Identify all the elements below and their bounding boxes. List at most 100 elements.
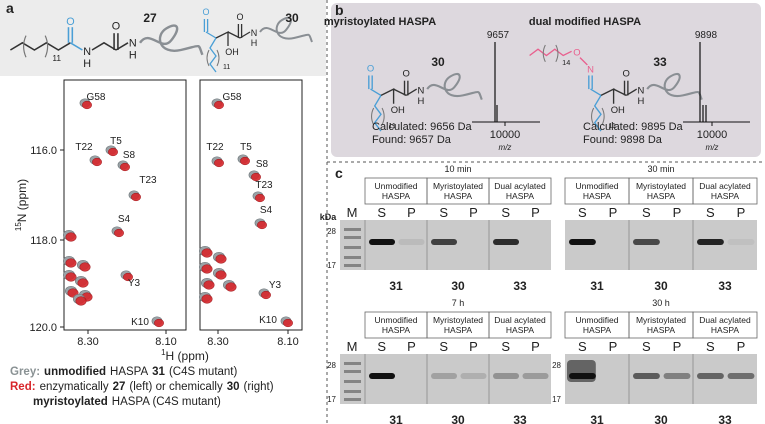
peak-label: T22 — [75, 142, 93, 153]
legend-segment: 27 — [113, 381, 126, 393]
bond — [69, 42, 83, 51]
atom-label: OH — [225, 47, 239, 57]
repeat-bracket — [23, 35, 27, 58]
peak-label: T23 — [139, 175, 157, 186]
fraction-label: S — [706, 339, 715, 354]
legend-segment: (right) — [244, 381, 274, 393]
protein-band — [369, 373, 396, 379]
group-header-box — [488, 177, 552, 205]
x-tick-label: 8.10 — [277, 336, 298, 348]
legend-segment: HASPA (C4S mutant) — [112, 396, 221, 408]
atom-label: H — [129, 49, 137, 61]
peak-label: K10 — [259, 315, 277, 326]
peak-label: Y3 — [128, 278, 141, 289]
protein-band — [398, 239, 425, 245]
atom-label: O — [202, 7, 209, 17]
time-label: 30 h — [652, 298, 670, 308]
atom-label: OH — [391, 105, 405, 116]
time-label: 10 min — [444, 164, 471, 174]
ms-tick-label: 10000 — [490, 129, 521, 141]
time-label: 7 h — [452, 298, 465, 308]
fraction-label: S — [706, 205, 715, 220]
protein-band — [663, 373, 691, 379]
protein-band — [633, 373, 660, 379]
y-tick-label: 120.0 — [29, 322, 57, 334]
peak-label: S4 — [118, 214, 131, 225]
found-mass: Found: 9657 Da — [372, 134, 452, 146]
compound-number: 27 — [143, 11, 157, 25]
spectrum-title: myristoylated HASPA — [324, 16, 436, 28]
group-label: Myristoylated — [433, 315, 483, 325]
protein-band — [431, 373, 458, 379]
atom-label: N — [637, 85, 644, 96]
fraction-label: P — [407, 339, 416, 354]
legend-segment: myristoylated — [33, 396, 108, 408]
compound-number: 31 — [389, 279, 403, 293]
marker-band — [344, 256, 361, 259]
ms-axis-label: m/z — [706, 143, 719, 152]
nmr-spectrum-box — [63, 79, 187, 331]
marker-lane-label: M — [347, 205, 358, 220]
calculated-mass: Calculated: 9895 Da — [583, 121, 684, 133]
group-label: Dual acylated — [494, 315, 546, 325]
atom-label: O — [236, 12, 243, 22]
bond — [590, 88, 602, 96]
peak-label: T23 — [255, 180, 273, 191]
repeat-bracket — [381, 107, 385, 126]
group-label: Unmodified — [576, 315, 619, 325]
fraction-label: P — [407, 205, 416, 220]
nmr-peak-red — [108, 147, 118, 157]
nmr-peak-red — [240, 156, 250, 166]
atom-label: N — [587, 64, 594, 75]
ms-peak-label: 9898 — [695, 30, 718, 41]
panel-b-background — [331, 3, 761, 157]
legend-segment: 31 — [152, 366, 165, 378]
peak-label: S8 — [123, 150, 136, 161]
repeat-bracket — [206, 49, 210, 67]
peak-label: S4 — [260, 205, 273, 216]
axis-label-text: N (ppm) — [15, 179, 29, 222]
bond — [91, 41, 117, 51]
marker-band — [344, 380, 361, 383]
nmr-peak-red — [79, 262, 91, 272]
compound-number: 31 — [590, 279, 604, 293]
fraction-label: S — [578, 339, 587, 354]
compound-number: 31 — [389, 413, 403, 424]
atom-label: OH — [611, 105, 625, 116]
protein-squiggle — [646, 72, 703, 100]
found-mass: Found: 9898 Da — [583, 134, 663, 146]
bond — [9, 41, 71, 51]
nmr-peak-red — [251, 172, 261, 182]
nmr-spectrum-box — [199, 79, 303, 331]
compound-number: 33 — [718, 279, 732, 293]
group-label: Unmodified — [375, 315, 418, 325]
peak-label: G58 — [87, 92, 106, 103]
ms-axis-label: m/z — [499, 143, 512, 152]
bond — [593, 95, 602, 132]
atom-label: O — [573, 48, 580, 59]
panel-label: b — [335, 2, 344, 18]
legend-segment: Red: — [10, 381, 36, 393]
repeat-bracket — [555, 44, 559, 63]
y-axis-label: 15N (ppm) — [14, 179, 29, 231]
fraction-label: P — [609, 205, 618, 220]
legend-segment: Grey: — [10, 366, 40, 378]
time-label: 30 min — [647, 164, 674, 174]
group-label: Dual acylated — [699, 181, 751, 191]
compound-number: 33 — [513, 413, 527, 424]
marker-band — [344, 264, 361, 267]
y-tick-label: 116.0 — [30, 145, 57, 157]
fraction-label: P — [531, 205, 540, 220]
x-tick-label: 8.30 — [77, 336, 98, 348]
legend-segment: (left) or chemically — [129, 381, 223, 393]
legend-line: myristoylated HASPA (C4S mutant) — [33, 396, 221, 408]
bond — [529, 48, 572, 57]
group-label: HASPA — [647, 325, 676, 335]
legend-segment: (C4S mutant) — [169, 366, 238, 378]
group-label: HASPA — [647, 191, 676, 201]
group-header-box — [692, 311, 758, 339]
atom-label: N — [417, 85, 424, 96]
bond — [239, 31, 251, 39]
nmr-peak-red — [82, 100, 92, 110]
axis-label-superscript: 1 — [161, 348, 166, 357]
